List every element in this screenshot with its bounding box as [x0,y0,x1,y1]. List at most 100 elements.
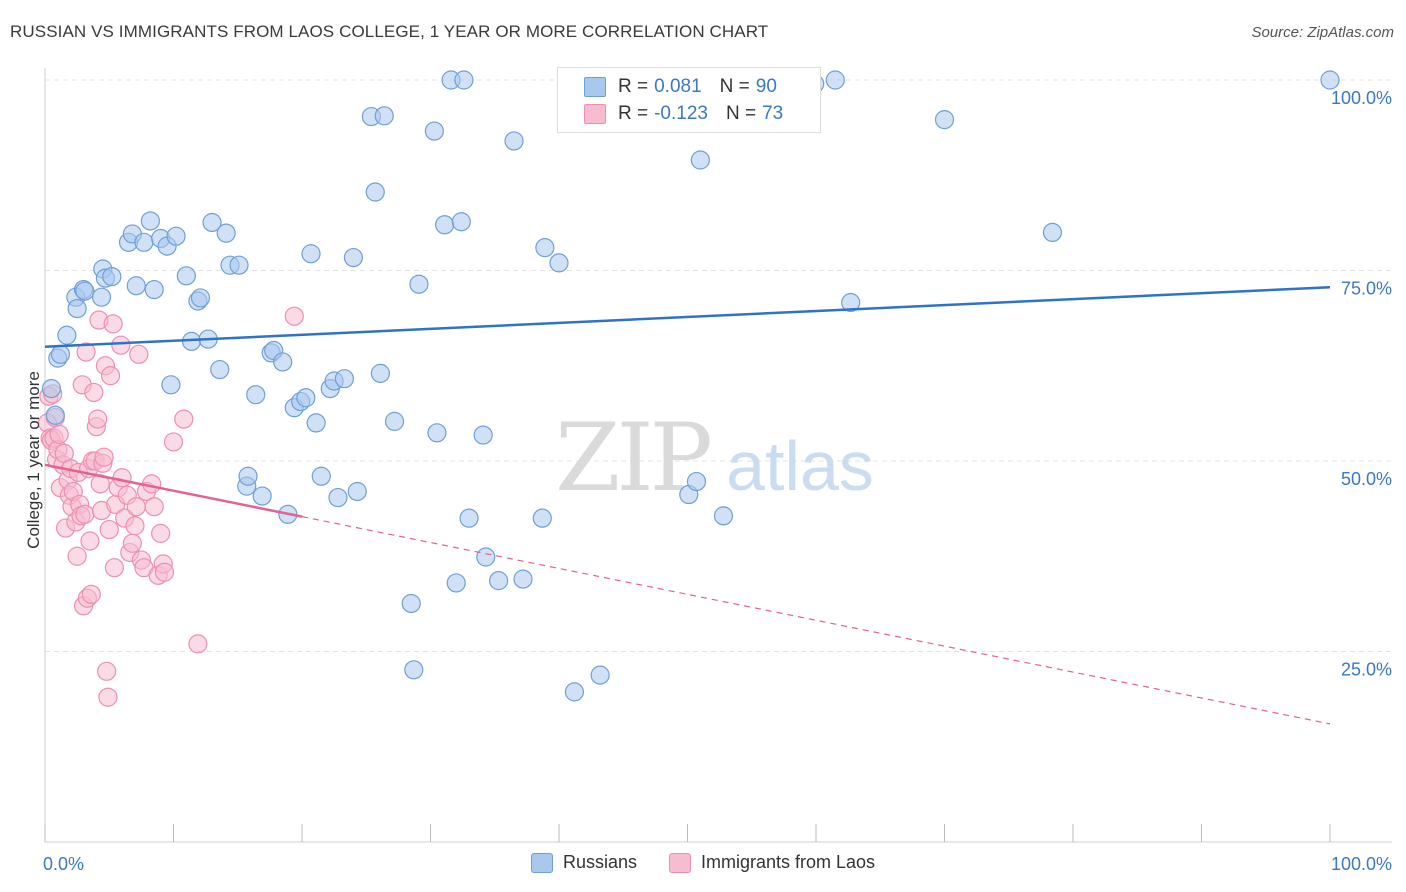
point-russians [409,274,429,294]
watermark: ZIP atlas [555,404,874,513]
point-russians [476,547,496,567]
legend-swatch-blue [584,77,606,97]
x-tick-label: 100.0% [1331,854,1392,874]
point-laos [125,516,145,536]
point-laos [163,432,184,452]
point-laos [284,306,304,326]
point-laos [151,523,171,543]
point-russians [1042,222,1063,242]
point-russians [166,226,186,246]
point-russians [401,593,421,614]
y-tick-label: 75.0% [1341,279,1392,299]
point-russians [202,212,222,233]
point-russians [45,405,65,425]
y-tick-label: 25.0% [1341,660,1392,680]
point-russians [686,471,707,492]
point-russians [102,266,122,287]
point-russians [404,660,424,680]
point-laos [111,335,131,355]
point-laos [99,519,119,540]
point-russians [374,106,394,126]
point-russians [91,287,112,307]
point-russians [311,466,331,486]
legend-swatch-pink [584,104,606,124]
point-russians [210,359,230,380]
legend-swatch-russians [530,852,553,873]
point-laos [103,314,123,334]
point-russians [57,325,77,345]
point-russians [296,388,316,408]
point-russians [934,110,955,130]
legend-r-value: 0.081 [654,76,702,97]
point-russians [301,244,321,264]
point-russians [229,255,249,275]
legend-label-laos: Immigrants from Laos [700,852,876,872]
point-laos [100,366,121,386]
point-laos [76,342,96,362]
point-russians [384,411,405,431]
point-laos [98,687,118,707]
point-russians [564,682,585,702]
point-laos [80,531,100,551]
trend-line-russians [44,286,1331,348]
point-russians [176,266,196,286]
point-laos [126,497,146,517]
point-russians [513,569,533,589]
legend-row-laos: R = -0.123 N = 73 [584,101,783,127]
grid-lines [45,79,1392,652]
correlation-legend: R = 0.081 N = 90 R = -0.123 N = 73 [557,67,821,133]
point-russians [140,211,160,231]
legend-n-value: 90 [755,76,777,97]
tick-labels: 100.0% 75.0% 50.0% 25.0% 0.0% 100.0% [43,88,1392,874]
trend-line-laos-extension [301,516,1331,725]
point-russians [50,344,71,364]
legend-item-russians[interactable]: Russians [530,852,637,873]
point-russians [549,253,569,273]
point-laos [49,424,69,444]
point-russians [435,215,455,235]
legend-n-label: N = [719,76,750,97]
watermark-atlas: atlas [726,427,874,505]
point-russians [75,281,95,301]
x-tick-label: 0.0% [43,854,84,874]
point-russians [190,288,211,308]
point-russians [532,508,552,528]
point-russians [238,466,258,486]
point-russians [459,508,479,528]
point-russians [328,487,348,508]
point-laos [144,497,164,517]
point-russians [370,363,390,383]
point-russians [473,425,493,445]
point-russians [713,506,734,526]
point-russians [454,70,474,90]
point-laos [112,468,132,488]
legend-item-laos[interactable]: Immigrants from Laos [668,852,876,873]
legend-n-value: 73 [762,103,784,124]
trend-line-laos [44,463,303,518]
point-russians [161,375,181,395]
legend-r-label: R = [618,103,649,124]
y-tick-label: 100.0% [1331,88,1392,108]
point-russians [334,369,355,389]
point-laos [84,382,104,403]
legend-n-label: N = [725,103,757,124]
point-laos [129,344,149,364]
point-russians [252,486,272,506]
point-laos [67,546,87,566]
point-russians [306,413,326,433]
y-axis-label: College, 1 year or more [24,371,43,549]
point-russians [343,247,363,268]
point-laos [174,409,194,429]
legend-r-label: R = [618,76,649,97]
point-russians [246,385,266,405]
point-russians [451,212,471,232]
series-legend: Russians Immigrants from Laos [0,852,1406,873]
point-laos [104,558,124,578]
point-russians [134,232,154,252]
axes [44,68,1392,843]
point-laos [122,533,142,553]
point-russians [535,238,555,258]
point-russians [504,131,524,151]
point-laos [88,409,108,429]
